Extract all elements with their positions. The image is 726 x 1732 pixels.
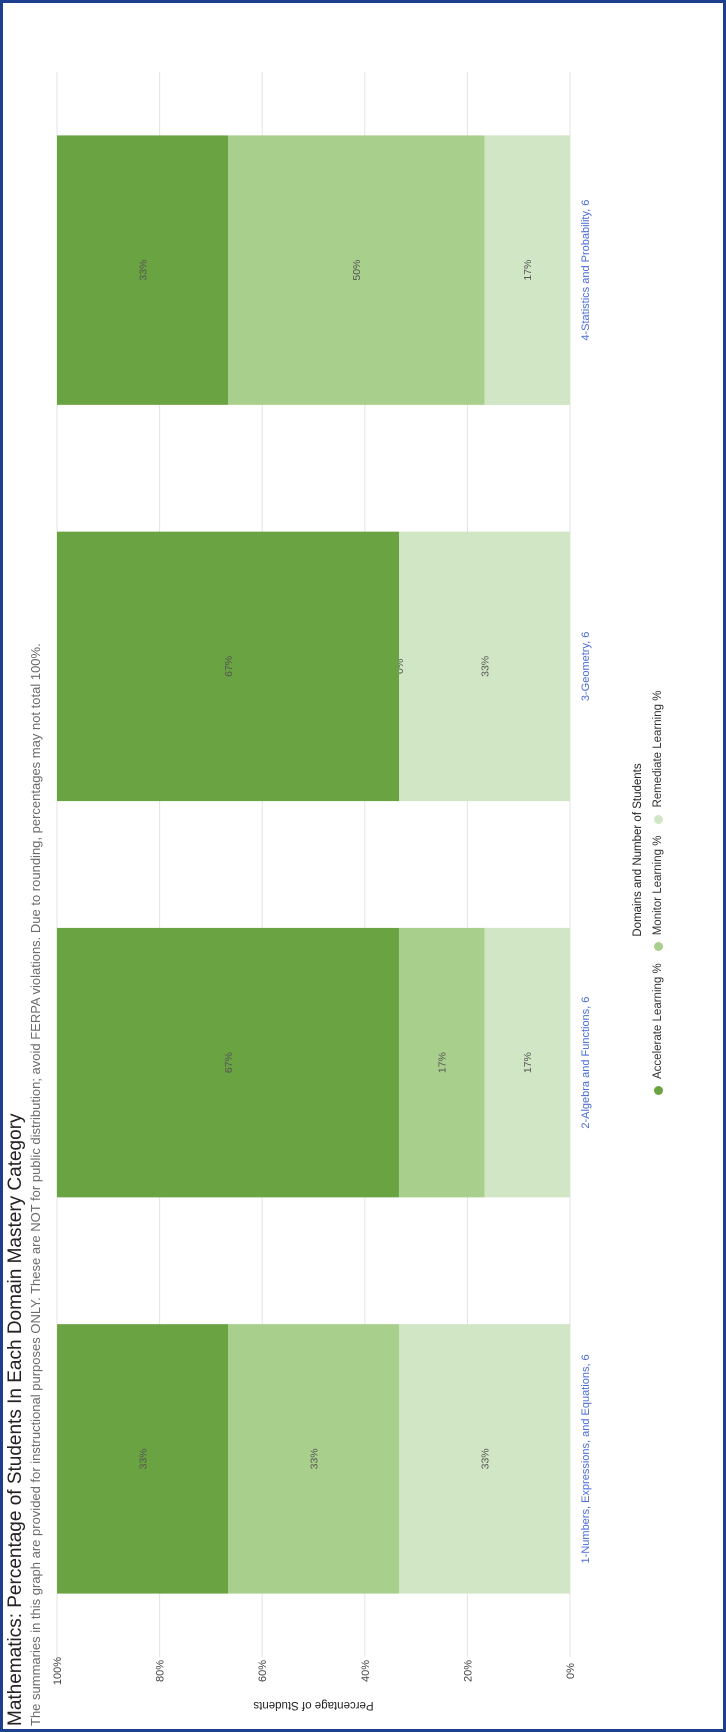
bar-segment: [56, 927, 399, 1198]
bar-segment: [398, 927, 485, 1198]
bar-segment: [484, 135, 571, 405]
legend-item[interactable]: Monitor Learning %: [652, 836, 664, 952]
bar-data-label: 50%: [351, 260, 363, 281]
legend-items: Accelerate Learning % Monitor Learning % R…: [652, 691, 664, 1095]
bar-segment: [484, 927, 571, 1198]
legend-item[interactable]: Accelerate Learning %: [652, 963, 664, 1095]
legend-label: Remediate Learning %: [652, 690, 664, 808]
legend-dot-icon: [653, 942, 663, 952]
bar-segment: [399, 1324, 570, 1594]
bar-segment: [57, 531, 400, 802]
x-category-label: 2-Algebra and Functions, 6: [580, 997, 592, 1129]
y-tick-label: 40%: [360, 1660, 372, 1682]
bar-data-label: 67%: [223, 1052, 235, 1073]
legend-label: Monitor Learning %: [652, 835, 664, 936]
bar-data-label: 67%: [223, 656, 235, 677]
bar-data-label: 17%: [522, 260, 534, 281]
bar-data-label: 33%: [480, 656, 492, 677]
y-tick-label: 60%: [257, 1660, 269, 1682]
bar-segment: [399, 531, 570, 802]
legend-dot-icon: [653, 1086, 663, 1095]
legend-item[interactable]: Remediate Learning %: [652, 691, 664, 824]
bar-segment: [57, 135, 228, 405]
bar-segment: [227, 135, 485, 405]
x-category-label: 4-Statistics and Probability, 6: [580, 200, 592, 341]
bar-data-label: 33%: [138, 1448, 150, 1469]
bar-data-label: 17%: [522, 1052, 534, 1073]
x-category-label: 1-Numbers, Expressions, and Equations, 6: [580, 1354, 592, 1563]
y-axis-title: Percentage of Students: [253, 1699, 373, 1711]
stacked-bar-plot: 0% 20% 40% 60% 80% 100% Percentage of Students…: [52, 72, 592, 1711]
y-tick-label: 80%: [155, 1660, 167, 1682]
legend-dot-icon: [653, 814, 663, 824]
bar-segment: [228, 1324, 400, 1594]
bar-data-label: 33%: [309, 1448, 321, 1469]
bar-data-label: 17%: [437, 1052, 449, 1073]
y-tick-label: 0%: [565, 1663, 577, 1679]
bar-segment: [57, 1324, 229, 1594]
bar-data-label: 33%: [137, 260, 149, 281]
legend-label: Accelerate Learning %: [652, 963, 664, 1079]
bar-data-label: 33%: [480, 1448, 492, 1469]
legend-title: Domains and Number of Students: [632, 763, 644, 937]
y-tick-label: 100%: [52, 1657, 64, 1685]
x-category-label: 3-Geometry, 6: [580, 632, 592, 702]
y-tick-label: 20%: [462, 1660, 474, 1682]
